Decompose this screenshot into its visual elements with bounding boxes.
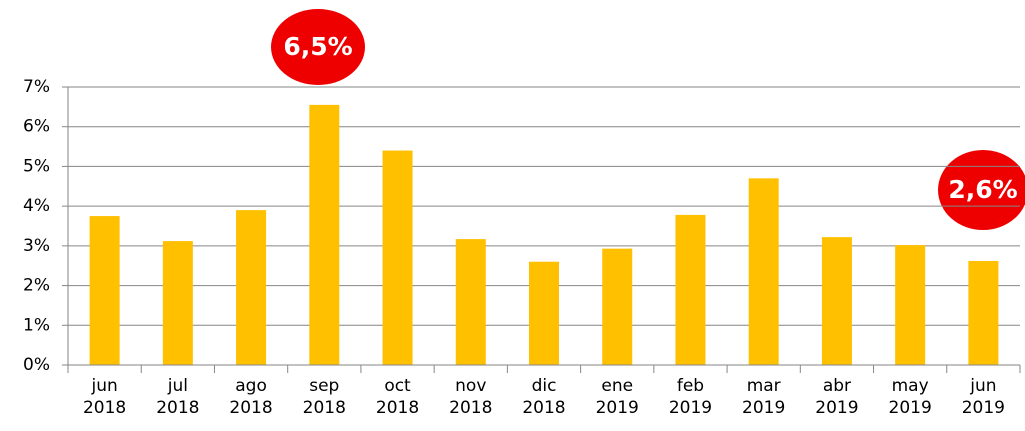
bar: [968, 260, 999, 365]
x-tick-label: mar 2019: [742, 376, 786, 418]
bar: [821, 237, 852, 365]
y-tick-label: 6%: [23, 117, 50, 137]
y-tick-label: 3%: [23, 236, 50, 256]
x-tick-label: nov 2018: [449, 376, 493, 418]
x-tick-label: ene 2019: [595, 376, 639, 418]
bar: [162, 241, 193, 365]
x-tick-label: jun 2019: [961, 376, 1005, 418]
x-tick-label: feb 2019: [668, 376, 713, 418]
y-tick-label: 0%: [23, 355, 50, 375]
y-tick-label: 7%: [23, 77, 50, 97]
bar: [675, 214, 706, 365]
y-tick-label: 1%: [23, 315, 50, 335]
x-tick-label: abr 2019: [815, 376, 859, 418]
annotation: 6,5%: [283, 32, 352, 61]
annotation-bubble: [271, 9, 365, 85]
y-tick-label: 5%: [23, 156, 50, 176]
bar: [602, 248, 633, 365]
x-tick-label: dic 2018: [522, 376, 566, 418]
bar: [382, 150, 413, 365]
bar: [89, 216, 120, 365]
x-tick-label: ago 2018: [229, 376, 273, 418]
y-tick-label: 4%: [23, 196, 50, 216]
annotation-bubble: [938, 150, 1025, 230]
x-tick-label: jun 2018: [82, 376, 127, 418]
x-tick-label: may 2019: [888, 376, 932, 418]
y-tick-label: 2%: [23, 276, 50, 296]
annotation: 2,6%: [948, 175, 1017, 204]
bar: [309, 104, 340, 365]
bar: [455, 239, 486, 365]
bar: [236, 210, 267, 365]
x-tick-label: oct 2018: [375, 376, 420, 418]
x-tick-label: sep 2018: [302, 376, 346, 418]
x-tick-label: jul 2018: [156, 376, 200, 418]
bar: [748, 178, 779, 365]
bar: [529, 261, 559, 365]
bar: [895, 245, 926, 365]
